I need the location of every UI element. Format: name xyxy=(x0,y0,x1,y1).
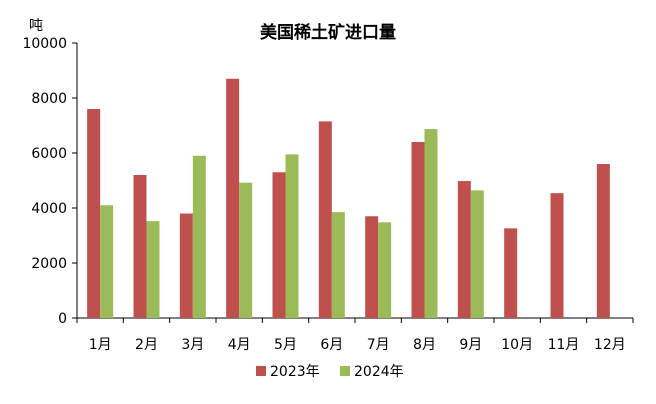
bar-2023年-2月 xyxy=(133,175,147,318)
bar-2023年-6月 xyxy=(318,121,332,318)
legend: 2023年 2024年 xyxy=(256,364,404,380)
y-tick-label: 6000 xyxy=(31,146,67,162)
bar-2024年-4月 xyxy=(239,182,253,318)
legend-swatch xyxy=(256,366,266,376)
x-tick-label: 5月 xyxy=(274,337,297,353)
bar-2023年-1月 xyxy=(87,109,101,318)
legend-swatch xyxy=(340,366,350,376)
y-unit-label: 吨 xyxy=(29,18,43,34)
bar-2024年-3月 xyxy=(192,155,206,318)
x-tick-label: 11月 xyxy=(548,337,580,353)
bar-2024年-9月 xyxy=(470,190,484,318)
x-tick-label: 9月 xyxy=(459,337,482,353)
x-tick-label: 2月 xyxy=(135,337,158,353)
x-tick-label: 3月 xyxy=(181,337,204,353)
bar-2023年-5月 xyxy=(272,172,286,318)
x-tick-label: 10月 xyxy=(501,337,533,353)
bar-2023年-12月 xyxy=(596,164,610,318)
bar-2023年-3月 xyxy=(179,213,193,318)
bar-2024年-8月 xyxy=(424,129,438,318)
y-tick-label: 10000 xyxy=(22,36,67,52)
bar-2024年-6月 xyxy=(331,212,345,318)
x-tick-label: 7月 xyxy=(367,337,390,353)
x-tick-label: 1月 xyxy=(89,337,112,353)
bar-2023年-8月 xyxy=(411,142,425,318)
y-ticks: 0 2000 4000 6000 8000 10000 xyxy=(22,36,77,327)
bar-2023年-7月 xyxy=(365,216,379,318)
bar-2023年-9月 xyxy=(457,181,471,318)
legend-label: 2024年 xyxy=(354,364,404,380)
bar-2024年-7月 xyxy=(378,222,392,318)
y-tick-label: 0 xyxy=(58,311,67,327)
bar-2023年-4月 xyxy=(226,78,240,318)
x-tick-label: 12月 xyxy=(594,337,626,353)
bar-2024年-2月 xyxy=(146,221,160,318)
x-tick-label: 8月 xyxy=(413,337,436,353)
bars xyxy=(87,78,610,318)
y-tick-label: 2000 xyxy=(31,256,67,272)
bar-2023年-11月 xyxy=(550,193,564,318)
x-tick-label: 4月 xyxy=(228,337,251,353)
x-ticks: 1月 2月 3月 4月 5月 6月 7月 8月 9月 10月 11月 12月 xyxy=(76,318,634,353)
y-tick-label: 4000 xyxy=(31,201,67,217)
x-tick-label: 6月 xyxy=(320,337,343,353)
y-tick-label: 8000 xyxy=(31,91,67,107)
bar-2024年-1月 xyxy=(100,205,114,318)
bar-2024年-5月 xyxy=(285,154,299,318)
chart-title: 美国稀土矿进口量 xyxy=(260,22,396,43)
bar-2023年-10月 xyxy=(504,228,518,318)
legend-label: 2023年 xyxy=(270,364,320,380)
